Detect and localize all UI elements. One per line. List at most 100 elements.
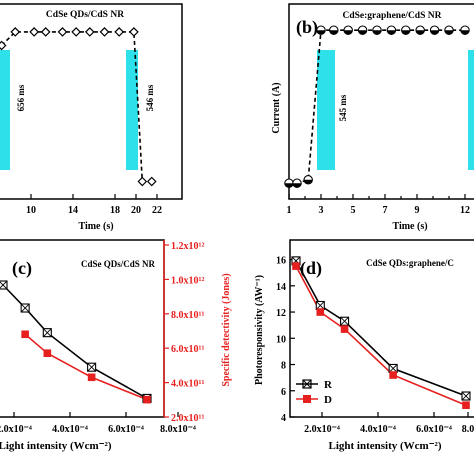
panel-c-series-lines: [2, 284, 148, 401]
panel-b-point: [372, 25, 382, 35]
panel-b-point: [415, 25, 425, 35]
panel-a-point: [84, 27, 95, 37]
panel-b-x-tick-label: 5: [351, 205, 356, 216]
panel-d-series-D-point: [340, 325, 349, 333]
panel-b-point: [284, 178, 294, 188]
panel-a-rise-band: [0, 50, 10, 170]
panel-b-rise-band: [317, 50, 335, 170]
panel-d-series-D-point: [462, 401, 470, 409]
panel-b: (b) CdSe:graphene/CdS NR 545 ms Current …: [271, 3, 474, 232]
panel-c-x-ticks: 2.0x10⁻⁴ 4.0x10⁻⁴ 6.0x10⁻⁴ 8.0x10⁻⁴: [0, 412, 196, 435]
panel-c-series-1-point: [20, 303, 30, 313]
panel-a-title: CdSe QDs/CdS NR: [46, 10, 124, 20]
panel-d-y-tick-label: 14: [276, 282, 286, 293]
panel-c-series-2-point: [43, 349, 52, 357]
panel-d-x-tick-label: 2.0x10⁻⁴: [304, 424, 340, 435]
panel-a-point: [129, 27, 139, 37]
panel-d-x-axis-label: Light intensity (Wcm⁻²): [329, 440, 442, 452]
panel-d-series-D-point: [292, 262, 300, 270]
panel-b-point: [316, 25, 326, 35]
panel-c-y2-tick-label: 1.0x10¹²: [171, 275, 205, 286]
panel-b-point: [357, 25, 368, 35]
panel-b-annotation-rise: 545 ms: [338, 94, 348, 121]
panel-d-title: CdSe QDs:graphene/C: [366, 258, 454, 268]
panel-d-series-R-point: [340, 316, 350, 326]
panel-a-x-tick-label: 10: [26, 205, 36, 216]
panel-c-x-axis-label: Light intensity (Wcm⁻²): [0, 440, 112, 452]
legend-d-label: D: [324, 394, 332, 406]
panel-d-legend: R D: [296, 379, 333, 406]
panel-b-point: [444, 25, 454, 35]
panel-d-x-tick-label: 8.0: [462, 424, 474, 435]
panel-a-markers: [0, 27, 157, 187]
panel-d-y-tick-label: 8: [281, 361, 286, 372]
panel-d-y-tick-label: 10: [276, 334, 286, 345]
panel-c-series-1-point: [0, 280, 8, 290]
panel-b-markers: [284, 25, 470, 188]
panel-d-x-tick-label: 4.0x10⁻⁴: [360, 424, 396, 435]
panel-c-y2-tick-label: 2.0x10¹¹: [171, 413, 205, 424]
panel-c-x-tick-label: 8.0x10⁻⁴: [160, 424, 196, 435]
panel-b-frame: [288, 3, 474, 200]
panel-d-y-ticks: 4 6 8 10 12 14 16: [276, 256, 295, 424]
panel-a: CdSe QDs/CdS NR 656 ms 546 ms 10 14 18 20 22…: [0, 3, 183, 232]
panel-b-point: [329, 25, 339, 35]
panel-a-x-tick-label: 18: [110, 205, 120, 216]
panel-a-point: [146, 176, 157, 187]
panel-b-x-ticks: 1 3 5 7 9 12: [287, 194, 470, 216]
panel-b-point: [303, 175, 313, 185]
panel-c-x-tick-label: 2.0x10⁻⁴: [0, 424, 32, 435]
panel-d: (d) CdSe QDs:graphene/C Photoresponsivit…: [254, 239, 474, 452]
panel-b-data-line: [289, 29, 465, 184]
panel-b-point: [292, 178, 302, 188]
panel-c-series-1-point: [87, 362, 97, 372]
panel-d-series-D-point: [389, 371, 397, 379]
panel-c-series-2-point: [143, 395, 151, 404]
panel-d-y-tick-label: 12: [276, 308, 286, 319]
panel-b-point: [429, 25, 440, 35]
panel-b-label: (b): [296, 17, 318, 38]
panel-c-series-2-point: [87, 373, 96, 382]
panel-d-x-tick-label: 6.0x10⁻⁴: [416, 424, 452, 435]
panel-b-point: [401, 25, 411, 35]
panel-a-point: [0, 40, 7, 51]
panel-a-frame: [0, 3, 183, 200]
panel-a-point: [29, 27, 39, 37]
panel-b-series-line: [289, 29, 465, 184]
panel-d-series-R-point: [461, 391, 471, 401]
panel-d-y-tick-label: 4: [281, 413, 286, 424]
panel-d-y-axis-label: Photoresponsivity (AW⁻¹): [254, 275, 265, 385]
panel-d-x-ticks: 2.0x10⁻⁴ 4.0x10⁻⁴ 6.0x10⁻⁴ 8.0: [304, 412, 474, 435]
panel-b-point: [386, 25, 397, 35]
panel-a-x-tick-label: 22: [152, 205, 162, 216]
panel-c-x-tick-label: 6.0x10⁻⁴: [108, 424, 144, 435]
panel-d-series-D-line: [295, 265, 467, 406]
panel-b-point: [343, 25, 353, 35]
panel-b-y-axis-label: Current (A): [271, 82, 282, 133]
panel-c-series-1-point: [42, 328, 52, 338]
panel-c-y2-tick-label: 6.0x10¹¹: [171, 344, 205, 355]
legend-r-marker: [302, 379, 312, 389]
panel-d-markers: [291, 256, 471, 409]
panel-c-right-axis-ticks: 2.0x10¹¹ 4.0x10¹¹ 6.0x10¹¹ 8.0x10¹¹ 1.0x10¹²…: [164, 241, 205, 424]
panel-b-x-tick-label: 12: [460, 205, 470, 216]
panel-c-markers: [0, 280, 152, 404]
panel-d-y-tick-label: 6: [281, 387, 286, 398]
panel-d-y-tick-label: 16: [276, 256, 286, 267]
panel-b-point: [460, 25, 470, 35]
panel-a-point: [99, 27, 110, 37]
panel-a-x-ticks: 10 14 18 20 22: [26, 194, 162, 216]
panel-a-x-axis-label: Time (s): [78, 221, 113, 232]
panel-a-point: [114, 27, 125, 37]
panel-c-y2-tick-label: 8.0x10¹¹: [171, 310, 205, 321]
panel-b-x-tick-label: 9: [415, 205, 420, 216]
panel-c-label: (c): [12, 258, 32, 279]
panel-a-x-tick-label: 14: [68, 205, 78, 216]
panel-a-point: [137, 176, 148, 187]
panel-c: (c) CdSe QDs/CdS NR 2.0x10¹¹ 4.0x10¹¹ 6.0x…: [0, 239, 232, 452]
panel-a-point: [71, 27, 81, 37]
panel-a-fall-band: [126, 50, 138, 170]
panel-d-series-lines: [295, 260, 467, 406]
legend-r-label: R: [324, 379, 333, 391]
